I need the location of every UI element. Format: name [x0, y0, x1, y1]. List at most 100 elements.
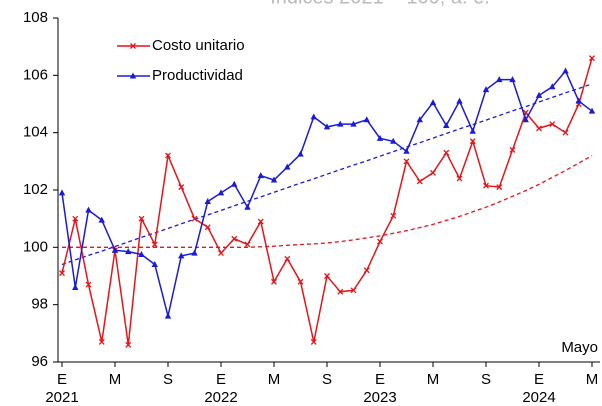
point [535, 91, 543, 98]
point [98, 338, 105, 345]
point [231, 180, 238, 187]
x-tick-label: S [322, 371, 332, 388]
trend-line [61, 83, 593, 266]
point [403, 147, 410, 154]
point [297, 150, 304, 157]
point [151, 261, 158, 268]
x-tick-label: M [268, 371, 281, 388]
point [496, 184, 503, 191]
point [469, 127, 476, 134]
point [244, 241, 251, 248]
point [151, 241, 158, 248]
x-tick-label: M [109, 371, 122, 388]
point [350, 120, 357, 127]
year-label: 2023 [363, 389, 396, 406]
point [443, 122, 450, 128]
point [390, 137, 397, 144]
point [178, 184, 185, 191]
point [482, 86, 490, 93]
y-tick-label: 100 [23, 238, 48, 255]
point [429, 99, 437, 106]
point [191, 249, 198, 256]
point [310, 338, 317, 345]
point [536, 125, 542, 132]
x-tick-label: M [427, 371, 440, 388]
point [562, 67, 569, 74]
point [129, 72, 137, 79]
point [588, 107, 596, 114]
point [456, 97, 463, 104]
year-label: 2021 [45, 389, 78, 406]
y-tick-label: 98 [31, 296, 48, 313]
point [416, 116, 423, 123]
point [72, 215, 79, 222]
point [244, 203, 251, 210]
point [125, 248, 132, 255]
point [469, 138, 476, 145]
x-tick-label: E [216, 371, 226, 388]
year-label: 2024 [522, 389, 555, 406]
point [337, 288, 344, 295]
point [522, 116, 529, 123]
trend-line [62, 155, 593, 248]
point [323, 123, 331, 130]
point [509, 146, 516, 153]
point [257, 218, 264, 225]
y-tick-label: 104 [23, 124, 48, 141]
legend-label: Productividad [152, 67, 243, 84]
point [204, 197, 211, 204]
point [562, 129, 569, 136]
point [443, 149, 450, 156]
point [125, 341, 132, 348]
x-tick-label: E [534, 371, 544, 388]
point [589, 55, 595, 62]
annotation: Mayo [561, 339, 598, 356]
point [376, 134, 384, 141]
point [496, 76, 503, 83]
legend-label: Costo unitario [152, 37, 245, 54]
point [218, 250, 224, 257]
chart-title: Índices 2021 = 100, a. e. [270, 0, 490, 8]
point [204, 224, 211, 231]
point [377, 238, 383, 245]
point [390, 212, 397, 219]
point [350, 287, 357, 294]
x-tick-label: E [57, 371, 67, 388]
point [111, 246, 119, 253]
point [549, 83, 556, 90]
point [284, 255, 291, 262]
point [138, 251, 145, 257]
point [72, 283, 79, 290]
point [430, 169, 436, 176]
y-tick-label: 96 [31, 353, 48, 370]
point [483, 182, 489, 189]
point [363, 116, 370, 123]
point [138, 215, 145, 222]
point [509, 76, 516, 83]
x-tick-label: S [481, 371, 491, 388]
point [284, 163, 291, 170]
point [130, 43, 136, 49]
x-tick-label: S [163, 371, 173, 388]
point [178, 252, 185, 259]
point [271, 278, 277, 285]
point [403, 158, 410, 165]
point [456, 175, 463, 182]
point [363, 267, 370, 274]
point [98, 216, 105, 223]
point [231, 235, 238, 242]
x-tick-label: M [586, 371, 599, 388]
point [58, 189, 66, 196]
point [257, 172, 264, 179]
point [165, 152, 171, 159]
point [85, 206, 92, 213]
point [85, 281, 92, 288]
point [164, 312, 172, 319]
point [217, 189, 225, 196]
point [270, 176, 278, 183]
x-tick-label: E [375, 371, 385, 388]
point [310, 113, 317, 120]
point [191, 215, 198, 222]
series-line [61, 57, 593, 345]
